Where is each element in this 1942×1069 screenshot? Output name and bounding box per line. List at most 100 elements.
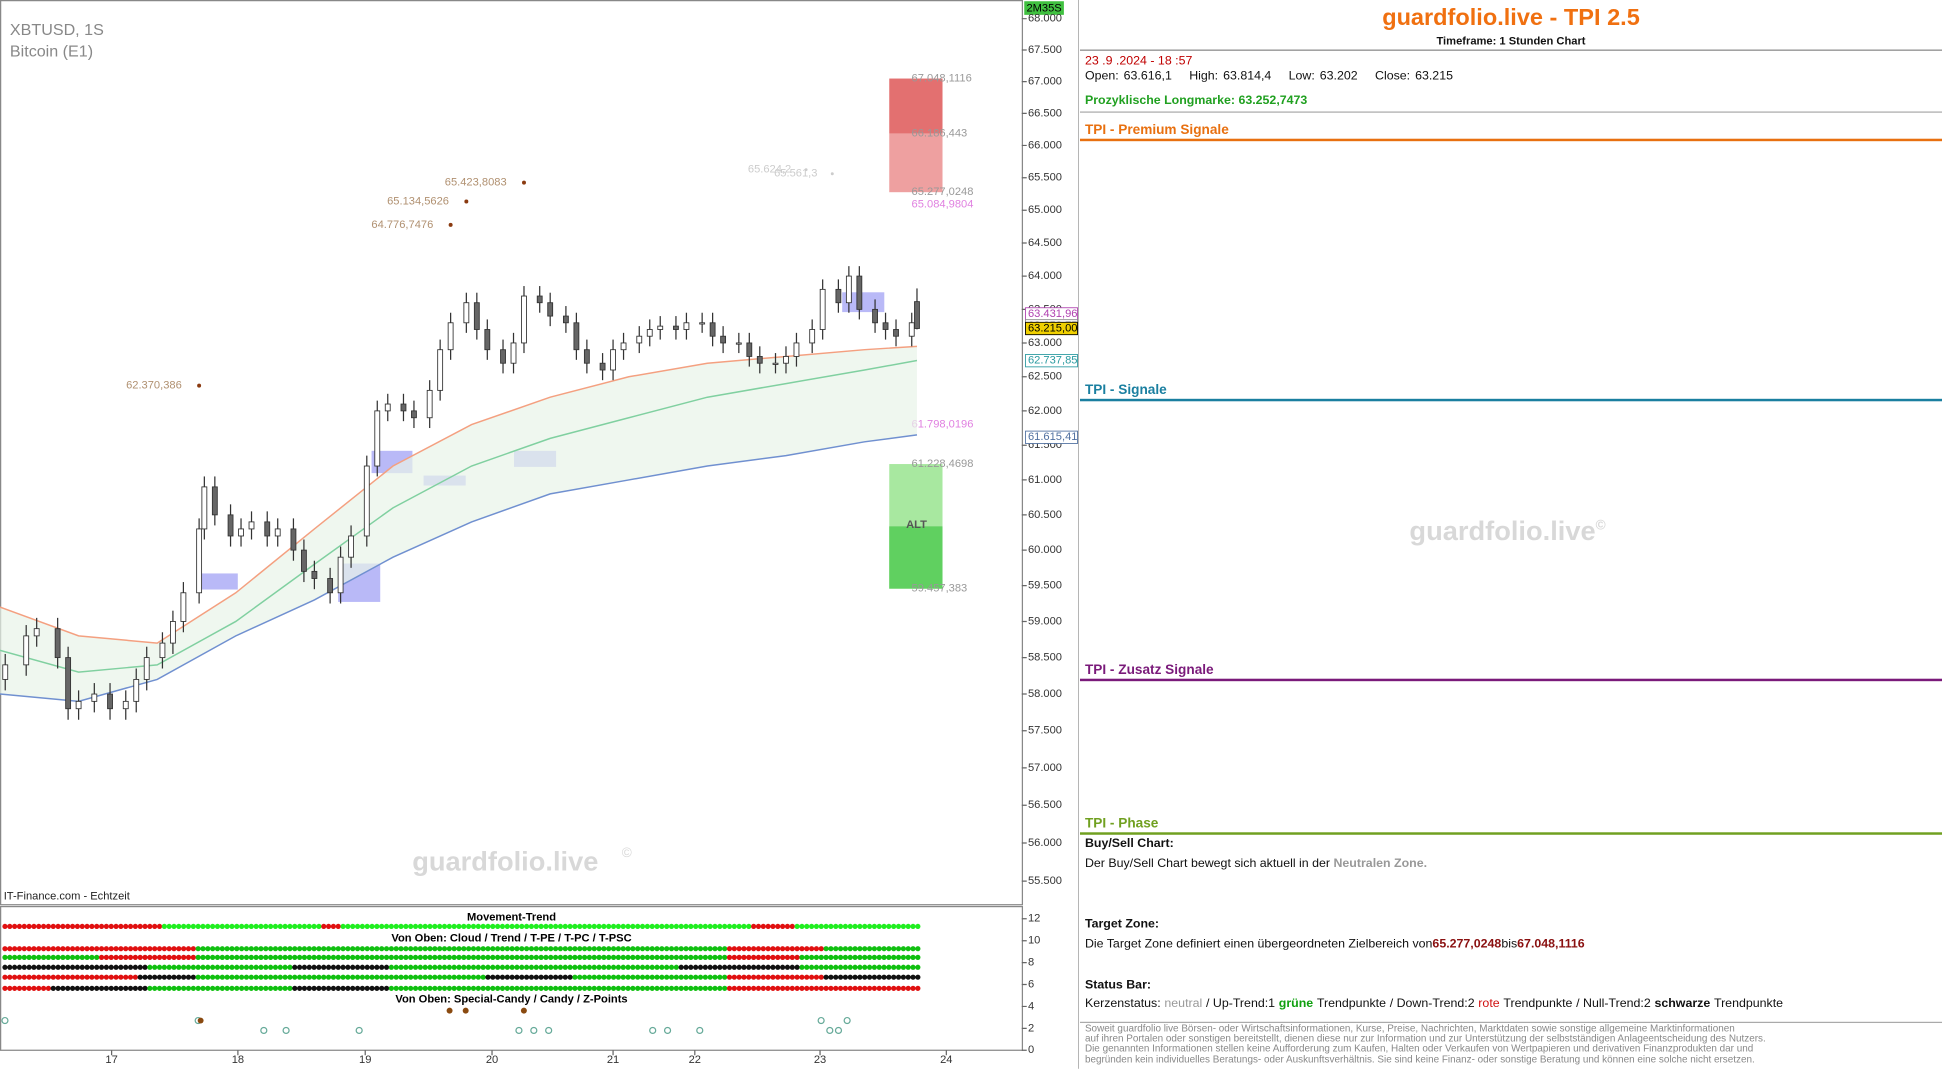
status-dot bbox=[697, 974, 704, 980]
status-dot bbox=[591, 964, 597, 970]
status-dot bbox=[427, 974, 433, 980]
status-dot bbox=[842, 923, 849, 930]
status-dot bbox=[350, 946, 356, 952]
status-dot bbox=[466, 954, 472, 960]
status-dot bbox=[263, 985, 269, 991]
status-dot bbox=[422, 954, 428, 960]
candle-body bbox=[573, 322, 580, 351]
status-dot bbox=[557, 923, 564, 930]
status-dot bbox=[751, 946, 757, 952]
status-dot bbox=[156, 964, 163, 970]
status-dot bbox=[620, 954, 626, 960]
status-dot bbox=[731, 964, 737, 970]
candle-body bbox=[337, 556, 344, 594]
status-dot bbox=[818, 985, 824, 991]
status-dot bbox=[635, 974, 641, 980]
status-dot bbox=[94, 946, 100, 952]
status-dot bbox=[528, 923, 535, 930]
status-dot bbox=[649, 923, 655, 930]
status-dot bbox=[74, 974, 81, 980]
status-dot bbox=[722, 946, 728, 952]
status-dot bbox=[461, 974, 467, 980]
status-dot bbox=[301, 985, 308, 991]
status-dot bbox=[98, 954, 105, 960]
status-dot bbox=[142, 954, 148, 960]
status-part: neutral bbox=[1164, 997, 1203, 1011]
status-dot bbox=[161, 923, 167, 930]
status-dot bbox=[697, 946, 704, 952]
status-dot bbox=[239, 946, 245, 952]
status-dot bbox=[36, 974, 42, 980]
ohlc-label: High: bbox=[1189, 69, 1219, 83]
status-dot bbox=[325, 974, 332, 980]
status-dot bbox=[552, 964, 559, 970]
candle-body bbox=[2, 664, 9, 680]
status-dot bbox=[74, 946, 81, 952]
status-dot bbox=[683, 954, 689, 960]
status-dot bbox=[2, 954, 8, 960]
status-dot bbox=[915, 946, 921, 952]
status-dot bbox=[369, 985, 375, 991]
status-dot bbox=[84, 964, 90, 970]
target-title: Target Zone: bbox=[1084, 917, 1160, 932]
status-dot bbox=[383, 954, 390, 960]
status-dot bbox=[210, 946, 216, 952]
status-dot bbox=[871, 954, 877, 960]
status-dot bbox=[842, 964, 849, 970]
price-marker: 61.615,41 bbox=[1028, 431, 1078, 443]
status-dot bbox=[717, 954, 723, 960]
status-dot bbox=[79, 974, 85, 980]
status-dot bbox=[876, 985, 882, 991]
candle-body bbox=[54, 628, 61, 659]
status-dot bbox=[509, 985, 515, 991]
status-dot bbox=[89, 946, 95, 952]
ohlc-value: 63.202 bbox=[1319, 69, 1358, 83]
status-dot bbox=[393, 954, 399, 960]
status-dot bbox=[287, 954, 293, 960]
status-dot bbox=[755, 985, 762, 991]
status-dot bbox=[210, 964, 216, 970]
status-dot bbox=[234, 954, 240, 960]
status-dot bbox=[50, 974, 56, 980]
status-dot bbox=[664, 974, 670, 980]
status-dot bbox=[103, 985, 109, 991]
status-dot bbox=[79, 954, 85, 960]
status-dot bbox=[480, 985, 486, 991]
status-dot bbox=[210, 985, 216, 991]
status-dot bbox=[166, 946, 172, 952]
status-dot bbox=[615, 923, 621, 930]
status-dot bbox=[127, 985, 134, 991]
candle-body bbox=[274, 528, 281, 537]
status-dot bbox=[301, 964, 308, 970]
status-dot bbox=[89, 964, 95, 970]
x-tick-label: 21 bbox=[607, 1054, 619, 1066]
status-dot bbox=[847, 923, 853, 930]
status-dot bbox=[350, 923, 356, 930]
status-dot bbox=[403, 946, 409, 952]
status-dot bbox=[306, 974, 312, 980]
status-dot bbox=[272, 985, 279, 991]
candle-body bbox=[636, 335, 643, 344]
x-tick-label: 20 bbox=[486, 1054, 498, 1066]
status-dot bbox=[74, 964, 81, 970]
status-dot bbox=[842, 954, 849, 960]
status-dot bbox=[765, 974, 771, 980]
status-dot bbox=[277, 923, 283, 930]
status-dot bbox=[852, 923, 858, 930]
status-dot bbox=[649, 946, 655, 952]
status-dot bbox=[775, 946, 781, 952]
status-dot bbox=[533, 954, 539, 960]
status-dot bbox=[610, 923, 617, 930]
status-dot bbox=[533, 964, 539, 970]
candle-body bbox=[426, 389, 433, 419]
status-dot bbox=[760, 954, 766, 960]
price-marker: 63.215,00 bbox=[1028, 322, 1078, 334]
status-dot bbox=[514, 964, 520, 970]
status-dot bbox=[775, 923, 781, 930]
section-rule bbox=[1079, 138, 1942, 142]
status-dot bbox=[644, 964, 650, 970]
status-part: Trendpunkte bbox=[1713, 997, 1784, 1011]
status-dot bbox=[586, 974, 593, 980]
status-dot bbox=[200, 946, 206, 952]
status-dot bbox=[340, 974, 346, 980]
